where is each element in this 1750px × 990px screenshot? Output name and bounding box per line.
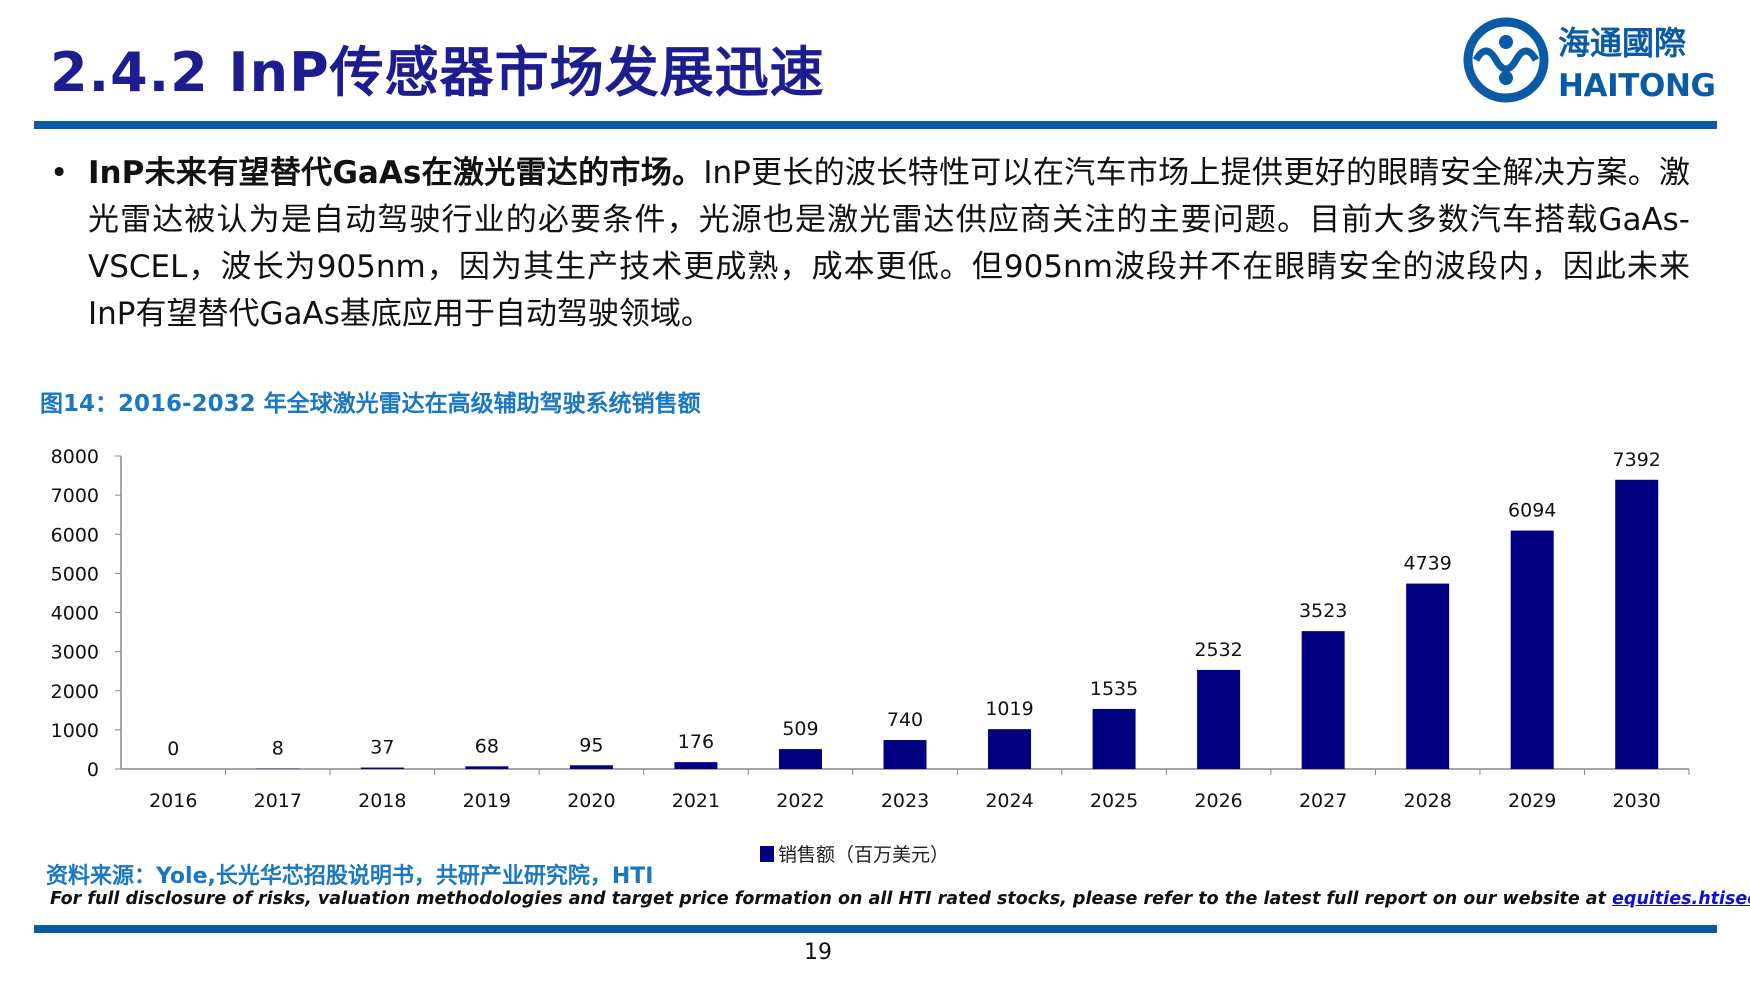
x-tick-label: 2020	[567, 790, 615, 812]
y-tick-label: 8000	[51, 446, 99, 468]
bar-2020	[569, 765, 613, 769]
x-tick-label: 2028	[1403, 790, 1451, 812]
sales-bar-chart: 0 1000 2000 3000 4000 5000 6000 7000 8000 0 2016 8 2…	[51, 446, 1690, 812]
legend-label: 销售额（百万美元）	[778, 844, 950, 866]
x-tick-label: 2024	[985, 790, 1033, 812]
y-tick-label: 4000	[51, 603, 99, 625]
website-link[interactable]: equities.htisec.com	[1612, 889, 1750, 909]
bar-2021	[674, 762, 718, 769]
data-label-2017: 8	[272, 738, 284, 760]
bullet-paragraph: • InP未来有望替代GaAs在激光雷达的市场。InP更长的波长特性可以在汽车市…	[50, 150, 1690, 338]
x-tick-label: 2023	[881, 790, 929, 812]
data-label-2016: 0	[167, 738, 179, 760]
x-tick-label: 2021	[672, 790, 720, 812]
bar-2022	[778, 749, 822, 769]
disclaimer: For full disclosure of risks, valuation …	[50, 889, 1750, 909]
data-label-2018: 37	[370, 737, 394, 759]
data-label-2025: 1535	[1090, 678, 1138, 700]
x-tick-label: 2018	[358, 790, 406, 812]
bar-2029	[1510, 530, 1554, 769]
data-label-2024: 1019	[985, 698, 1033, 720]
x-tick-label: 2027	[1299, 790, 1347, 812]
y-tick-label: 2000	[51, 681, 99, 703]
data-label-2026: 2532	[1194, 639, 1242, 661]
figure-caption: 图14：2016-2032 年全球激光雷达在高级辅助驾驶系统销售额	[40, 391, 701, 417]
y-tick-label: 0	[87, 759, 99, 781]
bar-2030	[1615, 479, 1659, 769]
x-tick-label: 2022	[776, 790, 824, 812]
x-tick-label: 2019	[463, 790, 511, 812]
page-number: 19	[804, 940, 832, 965]
data-label-2020: 95	[579, 734, 603, 756]
bullet-lead: InP未来有望替代GaAs在激光雷达的市场。	[88, 155, 704, 191]
bar-2024	[988, 729, 1032, 769]
bar-2026	[1197, 669, 1241, 769]
x-tick-label: 2016	[149, 790, 197, 812]
y-tick-label: 1000	[51, 720, 99, 742]
data-label-2022: 509	[782, 718, 818, 740]
legend-swatch	[760, 845, 774, 862]
bullet-text: InP更长的波长特性可以在汽车市场上提供更好的眼睛安全解决方案。激光雷达被认为是…	[88, 155, 1690, 332]
data-label-2027: 3523	[1299, 600, 1347, 622]
logo-en-text: HAITONG	[1558, 68, 1716, 104]
chart-legend: 销售额（百万美元）	[760, 840, 949, 867]
x-tick-label: 2030	[1613, 790, 1661, 812]
bar-2028	[1406, 583, 1450, 769]
data-label-2028: 4739	[1403, 553, 1451, 575]
data-label-2030: 7392	[1613, 449, 1661, 471]
y-tick-label: 6000	[51, 524, 99, 546]
data-label-2021: 176	[678, 731, 714, 753]
page-title: 2.4.2 InP传感器市场发展迅速	[50, 41, 825, 104]
figure-source: 资料来源：Yole,长光华芯招股说明书，共研产业研究院，HTI	[46, 864, 654, 889]
bar-2023	[883, 740, 927, 769]
x-tick-label: 2017	[254, 790, 302, 812]
footer-divider	[34, 925, 1717, 933]
disclaimer-text: For full disclosure of risks, valuation …	[50, 889, 1613, 909]
header-divider	[34, 121, 1717, 129]
data-label-2019: 68	[475, 735, 499, 757]
logo-cn-text: 海通國際	[1558, 24, 1686, 62]
y-tick-label: 5000	[51, 563, 99, 585]
x-tick-label: 2025	[1090, 790, 1138, 812]
y-tick-label: 3000	[51, 642, 99, 664]
bullet-dot: •	[50, 155, 69, 191]
data-label-2023: 740	[887, 709, 923, 731]
data-label-2029: 6094	[1508, 500, 1556, 522]
x-tick-label: 2026	[1194, 790, 1242, 812]
bar-2019	[465, 766, 509, 769]
bar-2025	[1092, 708, 1136, 769]
bar-2027	[1301, 631, 1345, 769]
y-tick-label: 7000	[51, 485, 99, 507]
x-tick-label: 2029	[1508, 790, 1556, 812]
bar-2018	[360, 767, 404, 769]
haitong-logo: 海通國際 HAITONG	[1463, 17, 1716, 104]
